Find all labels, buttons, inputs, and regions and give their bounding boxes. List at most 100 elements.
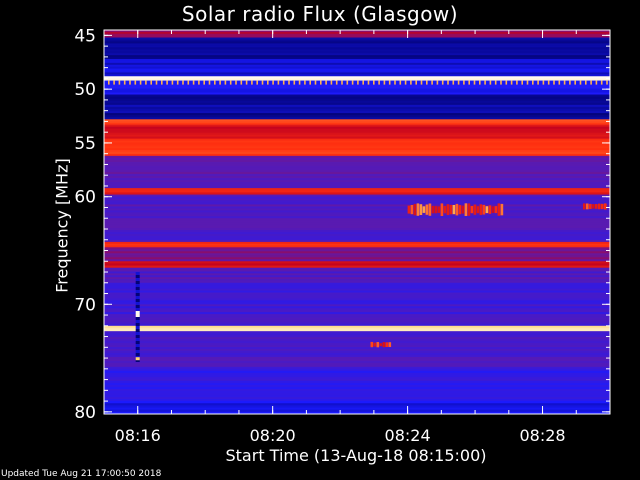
spike-column [135, 287, 140, 290]
radio-burst [583, 203, 586, 210]
frequency-band [104, 74, 610, 77]
radio-burst [604, 203, 607, 210]
band-texture [346, 80, 349, 85]
plot-area [104, 30, 610, 415]
spike-column [135, 359, 140, 362]
frequency-band [104, 43, 610, 46]
frequency-band [104, 152, 610, 155]
band-texture [251, 80, 253, 85]
band-texture [388, 80, 391, 85]
spike-column [135, 332, 140, 335]
radio-burst [458, 205, 462, 215]
frequency-band [104, 100, 610, 104]
radio-burst [376, 342, 380, 348]
frequency-band [104, 382, 610, 386]
frequency-band [104, 150, 610, 153]
radio-burst [407, 205, 411, 214]
frequency-band [104, 230, 610, 233]
radio-burst [589, 203, 592, 209]
frequency-band [104, 37, 610, 40]
band-texture [500, 80, 502, 85]
radio-burst [373, 342, 377, 347]
radio-burst [491, 206, 495, 213]
spike-column [135, 350, 140, 353]
updated-timestamp: Updated Tue Aug 21 17:00:50 2018 [1, 469, 162, 479]
frequency-band [104, 142, 610, 145]
y-tick-label: 80 [74, 403, 96, 423]
frequency-band [104, 66, 610, 69]
spike-column [135, 338, 140, 341]
frequency-band [104, 182, 610, 185]
frequency-band [104, 372, 610, 376]
band-texture [320, 80, 322, 85]
frequency-band [104, 148, 610, 151]
band-texture [457, 80, 460, 85]
frequency-band [104, 138, 610, 141]
band-texture [261, 80, 264, 85]
band-texture [256, 80, 258, 85]
frequency-band [104, 146, 610, 149]
radio-burst [449, 204, 453, 215]
band-texture [198, 80, 200, 85]
spike-column [135, 335, 140, 338]
frequency-band [104, 194, 610, 197]
frequency-band [104, 296, 610, 299]
frequency-band [104, 57, 610, 60]
frequency-band [104, 335, 610, 338]
frequency-band [104, 200, 610, 203]
frequency-band [104, 358, 610, 362]
band-texture [479, 80, 481, 85]
frequency-band [104, 30, 610, 33]
radio-burst [413, 203, 417, 216]
radio-burst [428, 203, 432, 216]
band-texture [293, 80, 296, 85]
frequency-band [104, 161, 610, 165]
frequency-band [104, 41, 610, 44]
band-texture [553, 80, 555, 85]
frequency-band [104, 82, 610, 85]
band-texture [203, 80, 205, 85]
frequency-band [104, 374, 610, 378]
frequency-band [104, 222, 610, 225]
frequency-band [104, 128, 610, 132]
spike-column [135, 302, 140, 305]
chart-title: Solar radio Flux (Glasgow) [181, 2, 459, 26]
frequency-band [104, 409, 610, 413]
band-texture [473, 80, 476, 85]
band-texture [579, 80, 582, 85]
frequency-band [104, 31, 610, 35]
frequency-band [104, 119, 610, 122]
frequency-band [104, 370, 610, 374]
band-texture [182, 80, 184, 85]
plot-frame [103, 29, 611, 415]
band-texture [335, 80, 338, 85]
band-texture [118, 80, 121, 85]
radio-burst [488, 205, 492, 214]
x-tick-label: 08:28 [519, 426, 565, 445]
radio-burst [482, 204, 486, 215]
band-texture [563, 80, 566, 85]
band-texture [558, 80, 561, 85]
band-texture [441, 80, 444, 85]
frequency-band [104, 388, 610, 392]
frequency-band [104, 49, 610, 52]
frequency-band [104, 35, 610, 38]
x-tick-label: 08:20 [250, 426, 296, 445]
radio-burst [422, 206, 426, 213]
frequency-band [104, 327, 610, 330]
frequency-band [104, 395, 610, 398]
frequency-band [104, 362, 610, 366]
band-texture [208, 80, 211, 85]
band-texture [585, 80, 587, 85]
frequency-band [104, 253, 610, 256]
radio-burst [388, 342, 392, 347]
band-texture [373, 80, 375, 85]
spike-column [135, 341, 140, 344]
band-texture [219, 80, 221, 85]
radio-burst [452, 205, 456, 215]
band-texture [267, 80, 269, 85]
spike-column [135, 272, 140, 275]
frequency-band [104, 269, 610, 272]
frequency-band [104, 163, 610, 167]
spike-column [135, 299, 140, 302]
